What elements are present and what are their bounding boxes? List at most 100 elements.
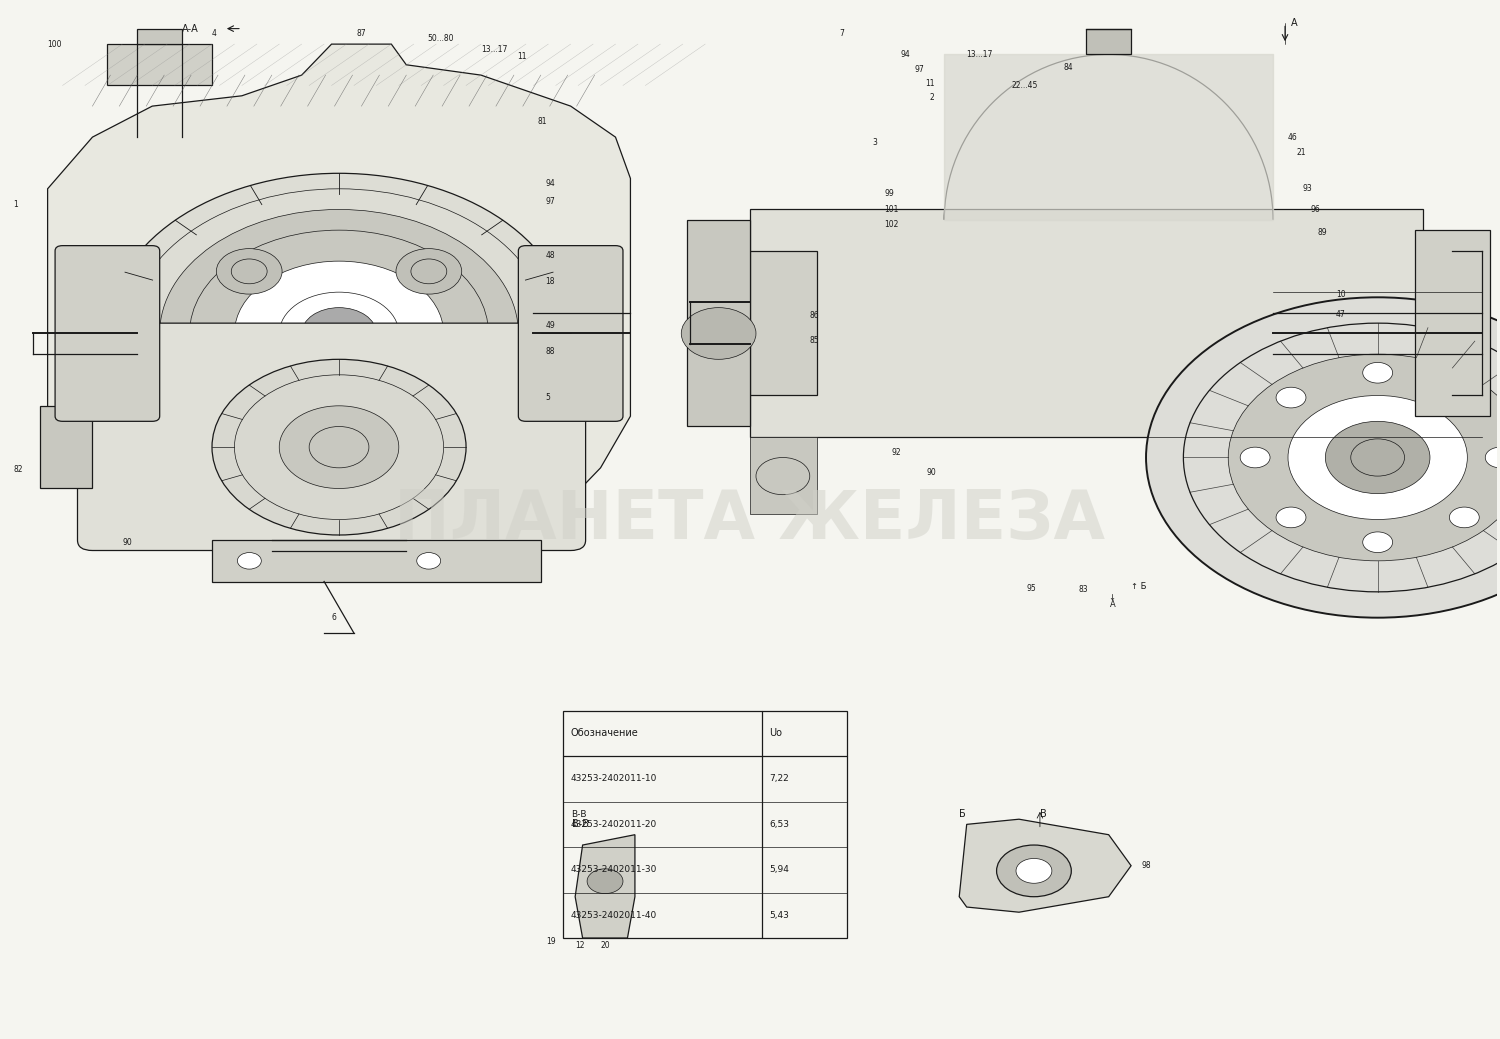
Text: 89: 89 [1318, 228, 1328, 237]
Text: 102: 102 [885, 220, 898, 230]
Bar [1086, 29, 1131, 54]
Circle shape [1362, 532, 1392, 553]
Text: 5,94: 5,94 [770, 865, 789, 875]
FancyBboxPatch shape [78, 323, 585, 551]
Text: 90: 90 [927, 469, 936, 478]
Text: 19: 19 [546, 936, 555, 945]
Circle shape [1276, 388, 1306, 408]
Circle shape [1240, 447, 1270, 468]
Text: В-В: В-В [572, 820, 590, 829]
Text: 50...80: 50...80 [427, 34, 453, 44]
Text: 6: 6 [332, 613, 336, 622]
Text: 43253-2402011-10: 43253-2402011-10 [570, 774, 657, 783]
Text: 101: 101 [885, 205, 898, 214]
Text: 43253-2402011-20: 43253-2402011-20 [570, 820, 657, 829]
Text: 83: 83 [1078, 585, 1089, 594]
Text: 95: 95 [1026, 584, 1036, 593]
Circle shape [1288, 396, 1467, 520]
Bar [1414, 230, 1490, 417]
Text: 43253-2402011-40: 43253-2402011-40 [570, 911, 657, 920]
Bar [108, 44, 211, 85]
Bar [562, 711, 848, 938]
Text: 46: 46 [1288, 133, 1298, 141]
Text: А: А [1110, 600, 1116, 609]
Text: 99: 99 [885, 189, 894, 198]
Text: А-А: А-А [182, 24, 200, 33]
Text: 48: 48 [546, 251, 555, 261]
Text: 97: 97 [915, 65, 924, 75]
Text: 3: 3 [873, 138, 877, 146]
Circle shape [1146, 297, 1500, 617]
Circle shape [1485, 447, 1500, 468]
Text: 20: 20 [600, 940, 610, 950]
Text: 10: 10 [1336, 290, 1346, 298]
Text: 90: 90 [123, 538, 132, 547]
Text: 84: 84 [1064, 63, 1074, 73]
Circle shape [108, 174, 570, 494]
Circle shape [234, 261, 444, 406]
Text: Обозначение: Обозначение [570, 728, 639, 739]
Circle shape [1276, 507, 1306, 528]
Bar [211, 540, 542, 582]
Text: А: А [1292, 19, 1298, 28]
Text: 92: 92 [892, 448, 902, 457]
Circle shape [1326, 422, 1430, 494]
Text: 88: 88 [546, 347, 555, 355]
Circle shape [302, 308, 376, 359]
Bar [750, 250, 818, 396]
Text: 18: 18 [546, 277, 555, 287]
Text: 11: 11 [926, 79, 934, 88]
FancyBboxPatch shape [56, 245, 159, 422]
Bar [40, 406, 93, 488]
Text: ↓: ↓ [1108, 592, 1116, 602]
Circle shape [211, 359, 466, 535]
Bar [138, 29, 182, 44]
Text: 22...45: 22...45 [1011, 81, 1038, 90]
Circle shape [159, 210, 519, 457]
Circle shape [216, 248, 282, 294]
Text: 87: 87 [357, 29, 366, 38]
Text: 7: 7 [840, 29, 844, 38]
Text: 49: 49 [546, 321, 555, 329]
Circle shape [216, 373, 282, 419]
Polygon shape [48, 44, 630, 520]
FancyBboxPatch shape [519, 245, 622, 422]
Text: 82: 82 [13, 465, 22, 475]
Text: 81: 81 [538, 117, 548, 126]
Text: 5,43: 5,43 [770, 911, 789, 920]
Text: 86: 86 [810, 312, 819, 320]
Text: 47: 47 [1336, 311, 1346, 319]
Text: 21: 21 [1298, 149, 1306, 157]
Circle shape [1016, 858, 1052, 883]
Bar [750, 436, 818, 514]
Polygon shape [958, 819, 1131, 912]
Circle shape [1449, 507, 1479, 528]
Circle shape [237, 553, 261, 569]
Text: 96: 96 [1311, 205, 1320, 214]
Circle shape [586, 869, 622, 894]
Circle shape [396, 373, 462, 419]
Text: ↑ Б: ↑ Б [1131, 582, 1146, 591]
Circle shape [1228, 354, 1500, 561]
Circle shape [396, 248, 462, 294]
Text: Б: Б [958, 809, 966, 819]
Text: В: В [1040, 809, 1047, 819]
Text: Uo: Uo [770, 728, 783, 739]
Circle shape [681, 308, 756, 359]
Text: 94: 94 [546, 179, 555, 188]
Text: 85: 85 [810, 337, 819, 345]
Circle shape [1362, 363, 1392, 383]
Text: 13...17: 13...17 [966, 50, 993, 59]
Text: 13...17: 13...17 [482, 45, 507, 54]
Bar [750, 210, 1422, 436]
Text: 4: 4 [211, 29, 217, 38]
Text: 2: 2 [930, 94, 934, 103]
Text: 5: 5 [546, 393, 550, 402]
Text: 100: 100 [48, 39, 62, 49]
Circle shape [279, 406, 399, 488]
Text: 98: 98 [1142, 861, 1150, 871]
Text: 1: 1 [13, 199, 18, 209]
Circle shape [417, 553, 441, 569]
Text: 97: 97 [546, 196, 555, 206]
Text: ПЛАНЕТА ЖЕЛЕЗА: ПЛАНЕТА ЖЕЛЕЗА [394, 486, 1106, 553]
